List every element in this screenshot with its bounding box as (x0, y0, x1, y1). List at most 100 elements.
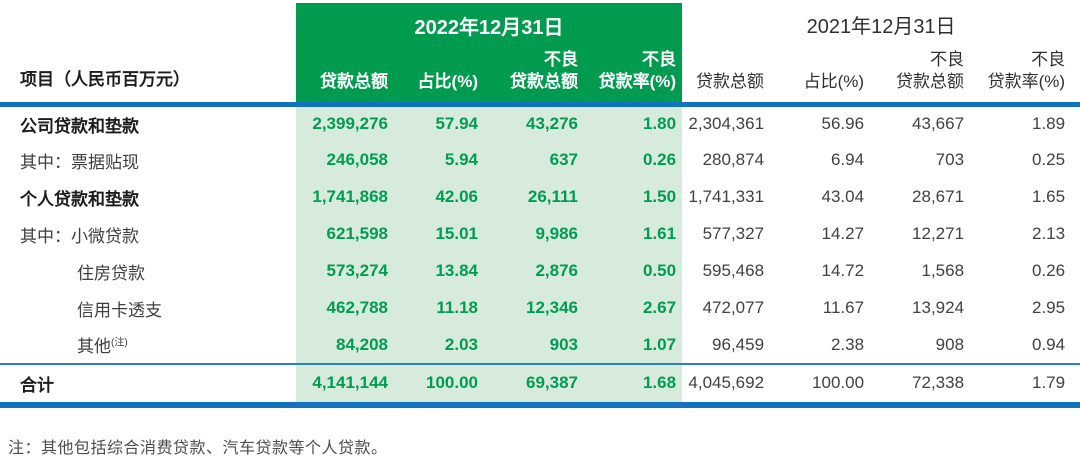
cell-2021-npl-total: 72,338 (870, 362, 971, 408)
cell-2021-npl-ratio: 1.79 (970, 362, 1080, 408)
cell-2021-share: 100.00 (770, 362, 871, 408)
cell-2022-npl-total: 903 (484, 326, 584, 364)
cell-2022-share: 15.01 (394, 215, 484, 253)
cell-2021-npl-ratio: 1.65 (1032, 187, 1066, 206)
cell-2021-npl-ratio: 0.25 (1032, 150, 1066, 169)
cell-2021-loan-total: 595,468 (702, 261, 765, 280)
cell-2021-npl-total: 13,924 (912, 298, 965, 317)
cell-2021-loan-total: 4,045,692 (682, 362, 771, 408)
cell-2022-share: 5.94 (394, 141, 484, 179)
table-row-personal-loans: 个人贷款和垫款 1,741,868 42.06 26,111 1.50 1,74… (0, 178, 1080, 216)
column-header-2021-npl-ratio: 不良 贷款率(%) (970, 47, 1080, 107)
cell-2022-loan-total: 246,058 (296, 141, 394, 179)
cell-2022-share: 2.03 (394, 326, 484, 364)
cell-2021-loan-total: 96,459 (712, 334, 765, 354)
cell-2022-npl-total: 43,276 (484, 104, 584, 142)
column-header-line2: 贷款总额 (896, 71, 965, 91)
column-header-line2: 贷款率(%) (598, 71, 677, 91)
table-row-micro-loans: 其中：小微贷款 621,598 15.01 9,986 1.61 577,327… (0, 215, 1080, 253)
cell-2021-npl-ratio: 0.26 (1032, 261, 1066, 280)
cell-2021-npl-ratio: 1.89 (1032, 114, 1066, 134)
cell-2022-loan-total: 462,788 (296, 289, 394, 327)
cell-2021-loan-total: 577,327 (702, 224, 765, 243)
row-label-text: 其中：票据贴现 (20, 152, 139, 172)
row-label: 住房贷款 (0, 253, 296, 290)
cell-2021-npl-ratio: 0.94 (1032, 334, 1066, 354)
row-label: 个人贷款和垫款 (0, 179, 296, 216)
cell-2021-npl-total: 908 (935, 334, 965, 354)
cell-2021-npl-total: 703 (935, 150, 965, 169)
row-label-text: 合计 (20, 375, 54, 395)
cell-2021-share: 6.94 (830, 150, 865, 169)
column-header-2022-share: 占比(%) (394, 47, 484, 107)
column-header-line1: 不良 (1031, 49, 1066, 69)
cell-2022-npl-total: 26,111 (484, 178, 584, 216)
column-header-2022-loan-total: 贷款总额 (296, 47, 394, 107)
cell-2022-loan-total: 573,274 (296, 252, 394, 290)
cell-2021-npl-ratio: 2.95 (1032, 298, 1066, 317)
table-row-housing-loans: 住房贷款 573,274 13.84 2,876 0.50 595,468 14… (0, 252, 1080, 290)
row-label: 合计 (0, 362, 296, 408)
column-header-line1: 不良 (544, 49, 578, 69)
table-row-corporate-loans: 公司贷款和垫款 2,399,276 57.94 43,276 1.80 2,30… (0, 104, 1080, 142)
cell-2022-npl-total: 69,387 (484, 362, 584, 408)
column-header-2021-npl-total: 不良 贷款总额 (870, 47, 971, 107)
cell-2022-npl-ratio: 0.50 (584, 252, 683, 290)
cell-2022-npl-ratio: 1.80 (584, 104, 683, 142)
row-label-text: 信用卡透支 (77, 300, 162, 320)
row-label: 其中：小微贷款 (0, 216, 296, 253)
column-header-line1: 不良 (930, 49, 965, 69)
cell-2021-share: 2.38 (830, 334, 865, 354)
cell-2022-loan-total: 1,741,868 (296, 178, 394, 216)
cell-2021-npl-total: 12,271 (912, 224, 965, 243)
footnote-marker: (注) (111, 337, 128, 349)
row-label: 信用卡透支 (0, 290, 296, 327)
cell-2022-npl-ratio: 0.26 (584, 141, 683, 179)
cell-2022-share: 13.84 (394, 252, 484, 290)
cell-2021-share: 14.72 (821, 261, 865, 280)
row-label-text: 住房贷款 (77, 263, 145, 283)
cell-2021-npl-total: 28,671 (912, 187, 965, 206)
table-row-total: 合计 4,141,144 100.00 69,387 1.68 4,045,69… (0, 362, 1080, 408)
cell-2022-npl-ratio: 1.50 (584, 178, 683, 216)
cell-2022-npl-total: 637 (484, 141, 584, 179)
column-header-line2: 贷款率(%) (987, 71, 1066, 91)
column-header-2022-npl-total: 不良 贷款总额 (484, 47, 584, 107)
row-label-text: 个人贷款和垫款 (20, 189, 139, 209)
row-label: 其他(注) (0, 327, 296, 364)
column-header-2021-share: 占比(%) (770, 47, 871, 107)
cell-2021-loan-total: 2,304,361 (688, 114, 765, 134)
column-header-item: 项目（人民币百万元） (0, 1, 296, 107)
cell-2021-loan-total: 280,874 (702, 150, 765, 169)
cell-2022-share: 42.06 (394, 178, 484, 216)
cell-2022-share: 11.18 (394, 289, 484, 327)
cell-2022-loan-total: 4,141,144 (296, 362, 394, 408)
cell-2021-loan-total: 472,077 (702, 298, 765, 317)
cell-2022-share: 100.00 (394, 362, 484, 408)
column-header-line2: 贷款总额 (510, 71, 578, 91)
cell-2021-loan-total: 1,741,331 (688, 187, 765, 206)
cell-2022-npl-ratio: 1.07 (584, 326, 683, 364)
cell-2022-npl-ratio: 1.68 (584, 362, 683, 408)
cell-2022-npl-total: 9,986 (484, 215, 584, 253)
column-group-2022: 2022年12月31日 (296, 0, 683, 48)
row-label: 其中：票据贴现 (0, 142, 296, 179)
loan-distribution-table: 项目（人民币百万元） 2022年12月31日 2021年12月31日 贷款总额 … (0, 0, 1080, 408)
cell-2021-share: 14.27 (821, 224, 865, 243)
column-header-line1: 不良 (642, 49, 677, 69)
row-label-text: 其中：小微贷款 (20, 226, 139, 246)
year-header-row: 项目（人民币百万元） 2022年12月31日 2021年12月31日 (0, 0, 1080, 107)
cell-2022-npl-total: 12,346 (484, 289, 584, 327)
cell-2022-npl-ratio: 2.67 (584, 289, 683, 327)
table-row-discounted-bills: 其中：票据贴现 246,058 5.94 637 0.26 280,874 6.… (0, 141, 1080, 179)
cell-2021-npl-total: 43,667 (912, 114, 965, 134)
cell-2022-loan-total: 621,598 (296, 215, 394, 253)
column-group-2021: 2021年12月31日 (806, 16, 956, 38)
table-row-credit-card-overdraft: 信用卡透支 462,788 11.18 12,346 2.67 472,077 … (0, 289, 1080, 327)
row-label-text: 其他 (77, 337, 111, 356)
cell-2022-loan-total: 2,399,276 (296, 104, 394, 142)
table-row-others: 其他(注) 84,208 2.03 903 1.07 96,459 2.38 9… (0, 326, 1080, 364)
cell-2021-npl-ratio: 2.13 (1032, 224, 1066, 243)
row-label: 公司贷款和垫款 (0, 105, 296, 142)
